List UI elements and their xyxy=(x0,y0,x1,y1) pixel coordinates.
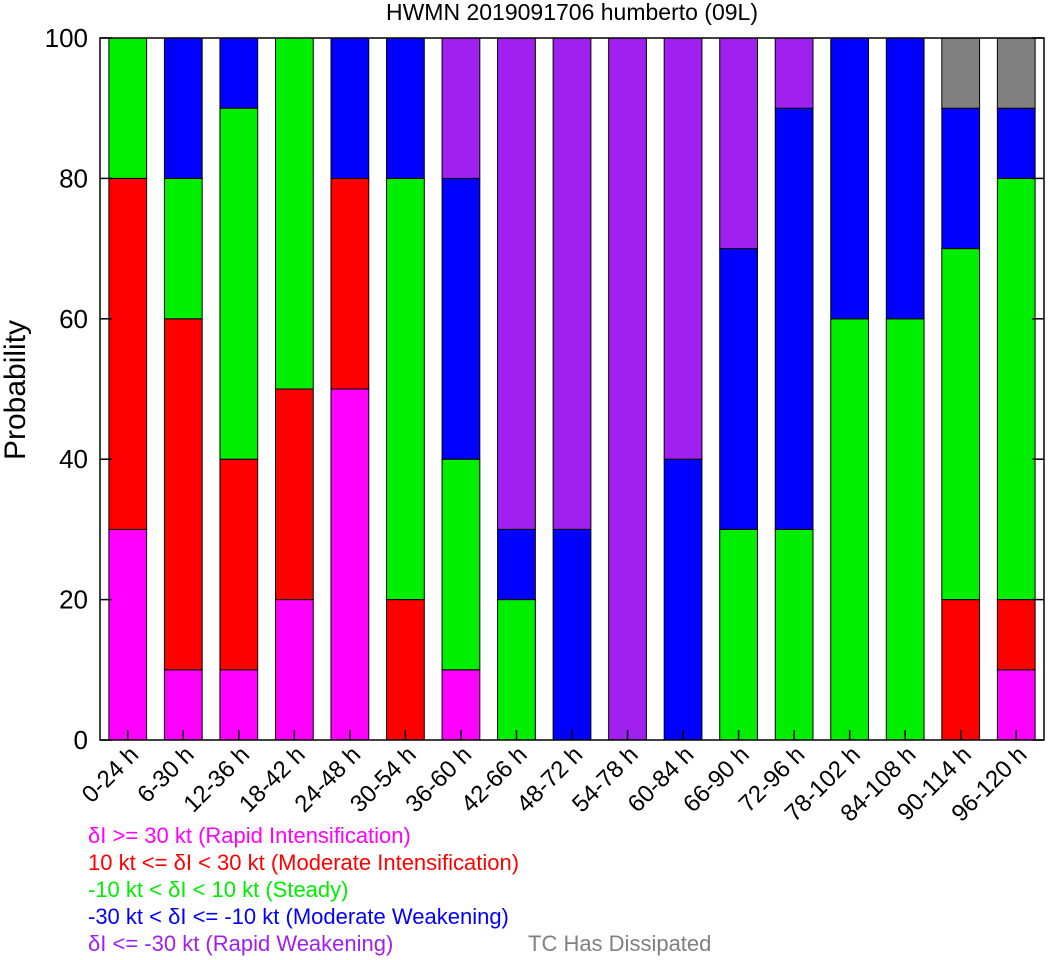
bar-segment xyxy=(608,37,647,741)
bar-segment xyxy=(386,599,425,741)
bar-segment xyxy=(497,37,536,530)
bar-segment xyxy=(163,37,203,179)
bar-segment xyxy=(830,37,870,320)
y-tick-label: 0 xyxy=(74,725,88,755)
bar-segment xyxy=(552,37,592,530)
bar-segment xyxy=(163,318,203,671)
bar-segment xyxy=(274,599,314,741)
bar-segment xyxy=(274,388,314,601)
bar-stacks xyxy=(108,37,1036,741)
bar-segment xyxy=(386,177,425,601)
bar-segment xyxy=(774,528,814,741)
legend-entry: -30 kt < δI <= -10 kt (Moderate Weakenin… xyxy=(88,904,509,929)
bar-segment xyxy=(108,528,148,741)
bar-segment xyxy=(163,177,203,320)
bar-segment xyxy=(219,669,259,741)
bar-segment xyxy=(497,528,536,601)
bar-segment xyxy=(441,458,481,671)
bar-segment xyxy=(441,669,481,741)
bar-segment xyxy=(996,669,1036,741)
bar-segment xyxy=(108,37,148,179)
bar-segment xyxy=(330,37,370,179)
bar-segment xyxy=(497,599,536,741)
bar-segment xyxy=(719,37,758,250)
bar-segment xyxy=(996,599,1036,671)
chart-title: HWMN 2019091706 humberto (09L) xyxy=(386,0,758,25)
y-tick-label: 80 xyxy=(59,163,88,193)
bar-segment xyxy=(552,528,592,741)
y-tick-label: 100 xyxy=(45,23,88,53)
plot-frame xyxy=(99,37,1045,741)
y-tick-label: 40 xyxy=(59,444,88,474)
bar-segment xyxy=(941,37,981,109)
bar-segment xyxy=(108,177,148,530)
y-tick-label: 20 xyxy=(59,585,88,615)
bar-segment xyxy=(719,248,758,530)
bar-segment xyxy=(885,37,925,320)
bar-segment xyxy=(774,107,814,530)
bar-segment xyxy=(774,37,814,109)
legend-entry: TC Has Dissipated xyxy=(528,931,711,956)
bar-segment xyxy=(386,37,425,179)
legend-entry: -10 kt < δI < 10 kt (Steady) xyxy=(88,877,348,902)
bar-segment xyxy=(941,248,981,601)
y-axis: 0 20 40 60 80 100 xyxy=(45,23,1044,755)
bar-segment xyxy=(441,37,481,179)
bar-segment xyxy=(941,599,981,741)
bar-segment xyxy=(663,37,703,460)
legend-entry: 10 kt <= δI < 30 kt (Moderate Intensific… xyxy=(88,850,519,875)
bar-segment xyxy=(663,458,703,741)
bar-segment xyxy=(885,318,925,741)
legend-entry: δI >= 30 kt (Rapid Intensification) xyxy=(88,823,411,848)
bar-segment xyxy=(274,37,314,390)
bar-segment xyxy=(830,318,870,741)
bar-segment xyxy=(996,107,1036,179)
bar-segment xyxy=(330,388,370,741)
bar-segment xyxy=(719,528,758,741)
bar-segment xyxy=(996,177,1036,601)
bar-segment xyxy=(996,37,1036,109)
legend: δI >= 30 kt (Rapid Intensification)10 kt… xyxy=(88,823,711,956)
bar-segment xyxy=(163,669,203,741)
bar-segment xyxy=(219,37,259,109)
x-axis: 0-24 h6-30 h12-36 h18-42 h24-48 h30-54 h… xyxy=(77,730,1032,827)
y-tick-label: 60 xyxy=(59,304,88,334)
bar-segment xyxy=(941,107,981,250)
legend-entry: δI <= -30 kt (Rapid Weakening) xyxy=(88,931,393,956)
bar-segment xyxy=(330,177,370,390)
bar-segment xyxy=(441,177,481,460)
bar-segment xyxy=(219,107,259,460)
y-axis-label: Probability xyxy=(0,320,32,460)
bar-segment xyxy=(219,458,259,671)
